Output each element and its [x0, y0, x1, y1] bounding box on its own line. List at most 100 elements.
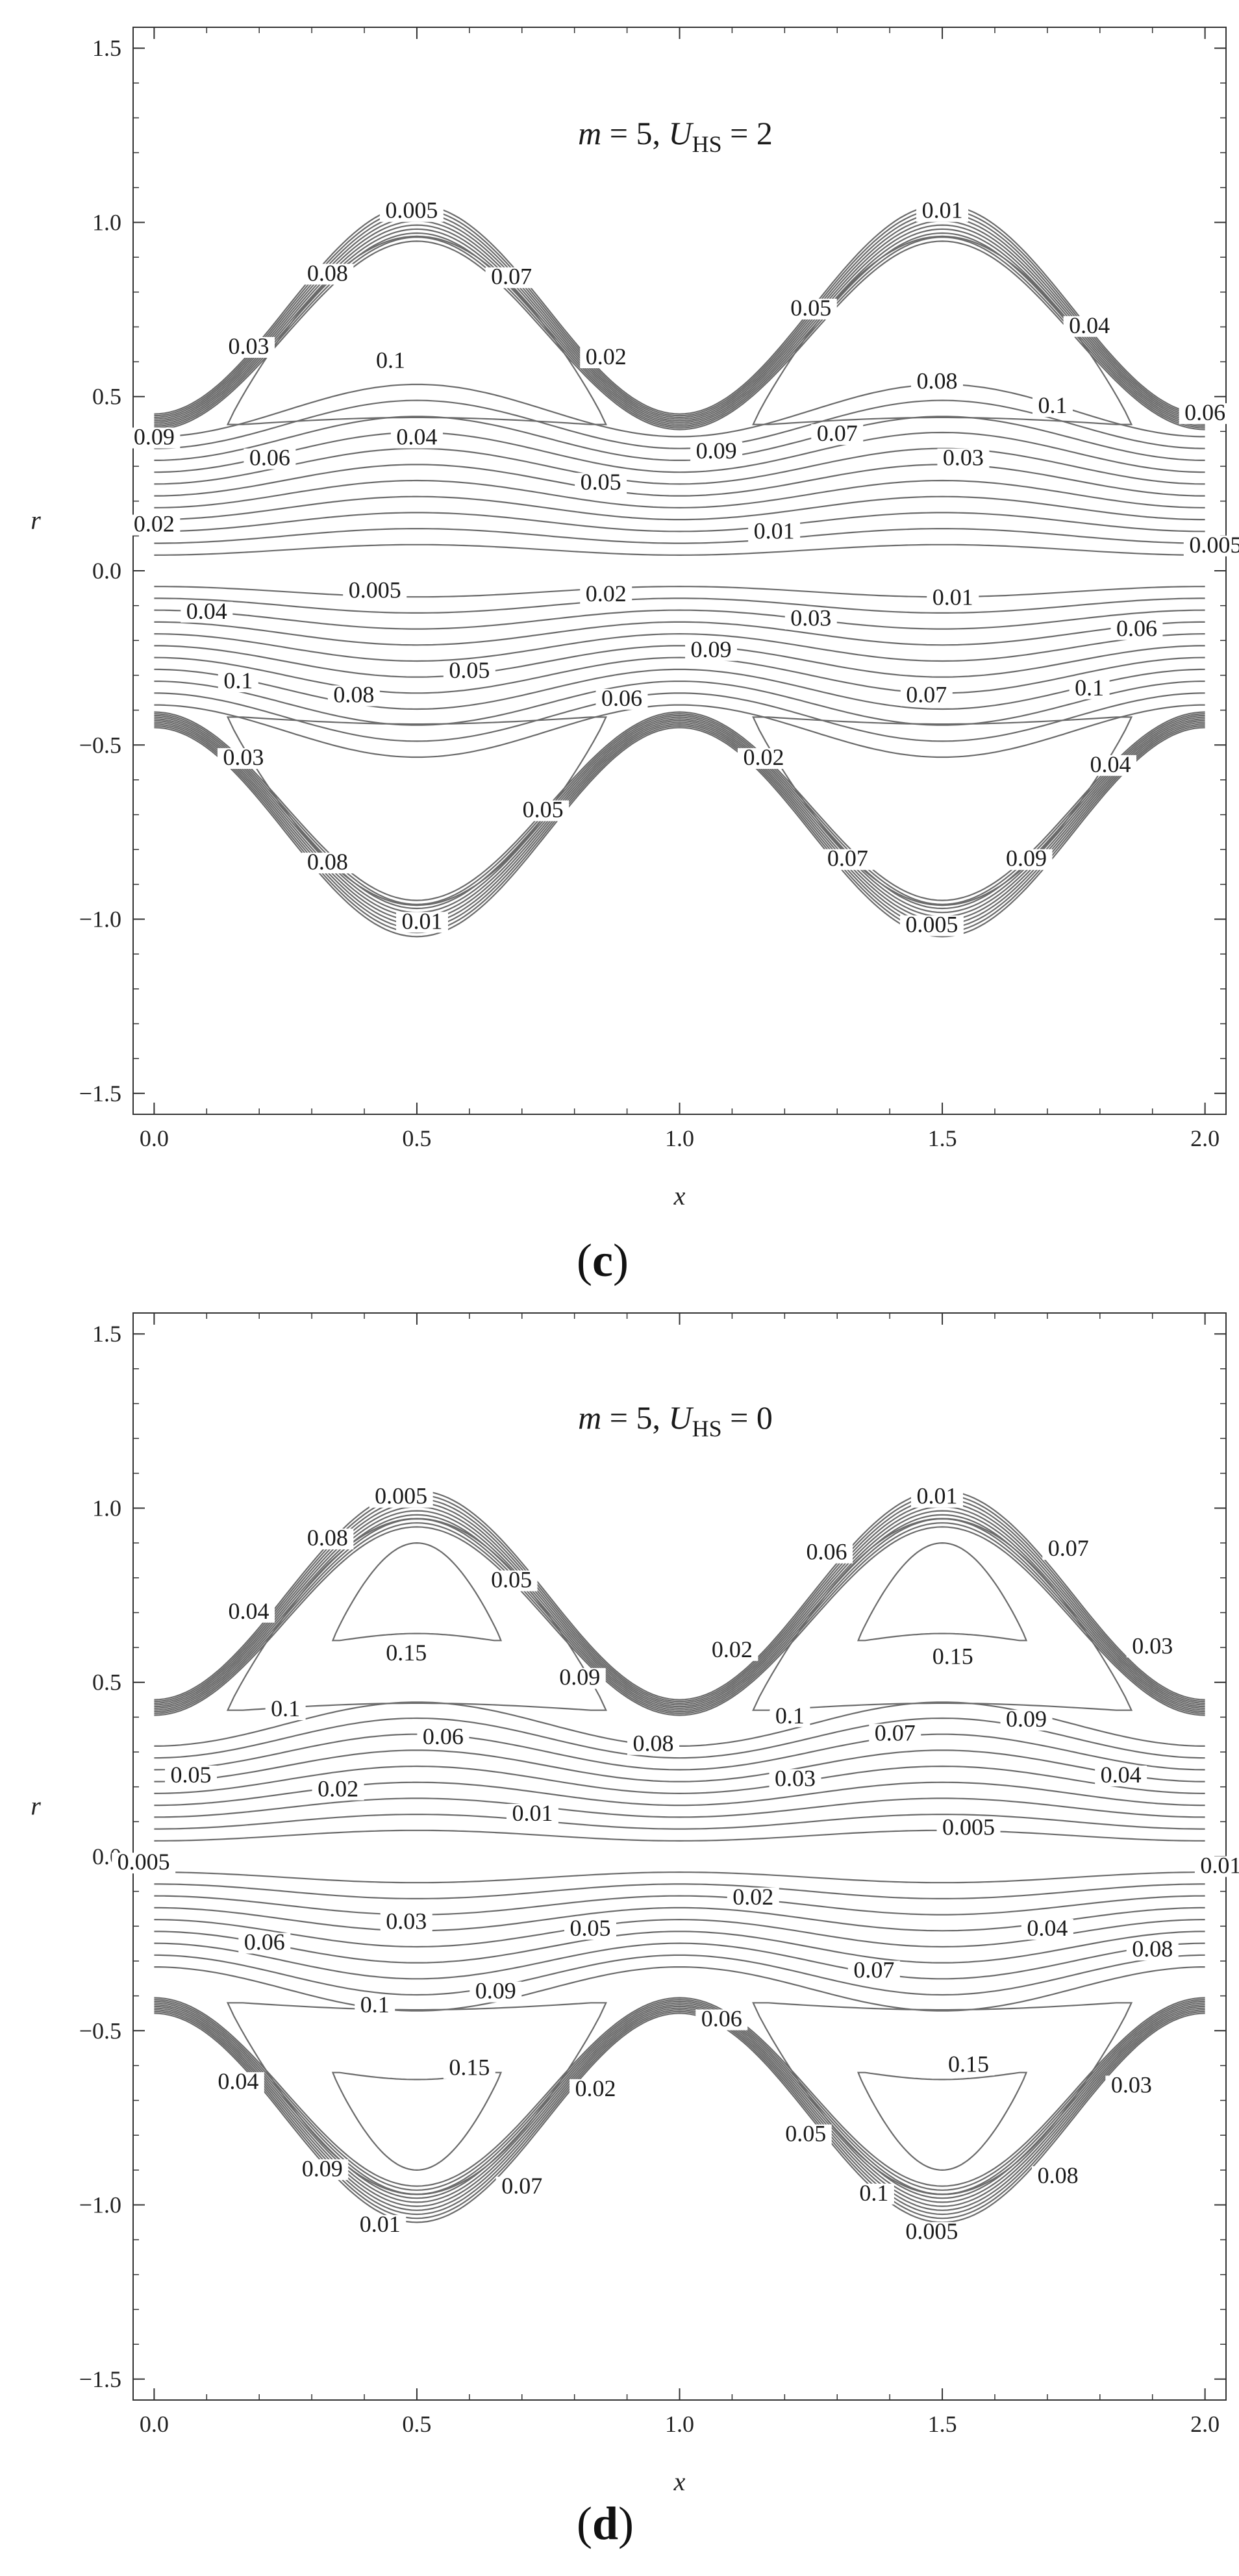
contour-label: 0.15 — [449, 2055, 490, 2081]
contour-label: 0.07 — [501, 2173, 542, 2199]
x-axis-label: x — [673, 2467, 686, 2496]
contour-label: 0.02 — [318, 1775, 358, 1801]
interior-streamline — [154, 528, 1205, 544]
contour-label: 0.03 — [386, 1908, 427, 1934]
interior-streamline — [154, 512, 1205, 532]
contour-label: 0.07 — [875, 1720, 916, 1746]
contour-panel-d: 0.0 0.5 1.0 1.5 2.0−1.5−1.0−0.50.00.51.01.5x… — [31, 1312, 1239, 2496]
contour-label: 0.1 — [376, 347, 405, 373]
interior-streamline — [154, 597, 1205, 614]
contour-label: 0.05 — [581, 469, 621, 495]
contour-label: 0.05 — [449, 657, 490, 683]
interior-streamline — [154, 1966, 1205, 2012]
wall-streamline — [154, 719, 1205, 921]
wall-streamline — [154, 240, 1205, 431]
x-axis-label: x — [673, 1181, 686, 1210]
contour-label: 0.07 — [817, 420, 858, 446]
contour-label: 0.15 — [948, 2051, 989, 2077]
interior-streamline — [154, 1918, 1205, 1948]
interior-streamline — [154, 399, 1205, 449]
contour-label: 0.1 — [1038, 392, 1067, 418]
contour-labels: 0.005 0.01 0.08 0.07 0.05 0.04 0.03 0.02 0.1 0.08… — [128, 197, 1239, 938]
contour-label: 0.005 — [349, 577, 401, 603]
contour-label: 0.04 — [1069, 312, 1110, 338]
contour-label: 0.15 — [932, 1644, 973, 1669]
caption-c-letter: c — [592, 1234, 613, 1286]
interior-streamline — [154, 1883, 1205, 1899]
contour-label: 0.09 — [1006, 845, 1047, 871]
wall-streamline — [154, 1502, 1205, 1706]
interior-streamline — [154, 668, 1205, 710]
y-tick-label: 1.0 — [92, 209, 121, 235]
wall-streamline — [154, 212, 1205, 419]
contour-labels: 0.005 0.01 0.08 0.07 0.06 0.05 0.04 0.02 0.03 0.1… — [112, 1483, 1239, 2244]
separatrix-loop — [226, 716, 607, 907]
wall-streamline — [154, 220, 1205, 422]
wall-streamline — [154, 2000, 1205, 2195]
contour-label: 0.06 — [249, 445, 290, 471]
wall-streamline — [154, 204, 1205, 415]
interior-streamline — [154, 1829, 1205, 1842]
plot-frame — [132, 27, 1227, 1115]
x-tick-label: 2.0 — [1190, 2411, 1220, 2437]
interior-streamline — [154, 621, 1205, 646]
contour-label: 0.005 — [375, 1483, 427, 1509]
trapped-bolus-loop — [331, 1542, 503, 1642]
contour-label: 0.04 — [396, 423, 437, 449]
contour-label: 0.01 — [1200, 1852, 1239, 1878]
contour-label: 0.08 — [633, 1731, 674, 1757]
contour-label: 0.07 — [1048, 1535, 1089, 1561]
x-tick-label: 1.5 — [928, 1125, 957, 1151]
contour-label: 0.09 — [559, 1664, 600, 1690]
trapped-bolus-loop — [331, 2071, 503, 2171]
contour-label: 0.06 — [807, 1539, 847, 1565]
interior-streamline — [154, 632, 1205, 662]
separatrix-loop — [752, 1518, 1133, 1711]
contour-label: 0.005 — [905, 2218, 958, 2244]
contour-label: 0.01 — [512, 1800, 553, 1826]
contour-label: 0.01 — [402, 908, 443, 934]
contour-label: 0.06 — [244, 1929, 285, 1955]
y-tick-label: 0.0 — [92, 558, 121, 584]
contour-label: 0.1 — [223, 668, 253, 694]
contour-label: 0.07 — [906, 682, 947, 708]
y-tick-label: 1.5 — [92, 1321, 121, 1347]
contour-label: 0.09 — [691, 636, 732, 662]
contour-label: 0.01 — [916, 1483, 957, 1509]
interior-streamline — [154, 431, 1205, 473]
interior-streamline — [154, 609, 1205, 630]
contour-label: 0.1 — [271, 1695, 300, 1721]
y-tick-label: 1.0 — [92, 1495, 121, 1521]
interior-streamline — [154, 464, 1205, 497]
contour-label: 0.03 — [1132, 1632, 1173, 1658]
wall-streamline — [154, 1518, 1205, 1713]
contour-label: 0.02 — [586, 344, 627, 369]
wall-streamline — [154, 236, 1205, 429]
interior-streamline — [154, 1871, 1205, 1884]
x-tick-label: 0.5 — [402, 2411, 431, 2437]
y-tick-label: 0.5 — [92, 1669, 121, 1695]
contour-label: 0.01 — [922, 197, 963, 223]
wall-streamline — [154, 208, 1205, 417]
contour-label: 0.005 — [905, 912, 958, 938]
contour-label: 0.03 — [1111, 2071, 1152, 2097]
x-tick-label: 1.0 — [665, 2411, 694, 2437]
contour-label: 0.08 — [1132, 1936, 1173, 1962]
streamlines — [154, 204, 1205, 938]
wall-streamline — [154, 1510, 1205, 1709]
x-tick-label: 2.0 — [1190, 1125, 1220, 1151]
wall-streamline — [154, 718, 1205, 918]
contour-label: 0.02 — [732, 1884, 773, 1910]
y-tick-label: −0.5 — [79, 2018, 121, 2044]
wall-streamline — [154, 716, 1205, 914]
interior-streamline — [154, 447, 1205, 485]
panel-title: m = 5, UHS = 2 — [578, 115, 773, 157]
separatrix-loop — [752, 716, 1133, 907]
contour-label: 0.04 — [218, 2068, 258, 2094]
wall-streamline — [154, 1490, 1205, 1701]
contour-label: 0.08 — [307, 1525, 348, 1551]
contour-label: 0.06 — [1184, 399, 1225, 425]
interior-streamline — [154, 1895, 1205, 1916]
contour-label: 0.02 — [712, 1636, 753, 1662]
interior-streamline — [154, 1733, 1205, 1771]
